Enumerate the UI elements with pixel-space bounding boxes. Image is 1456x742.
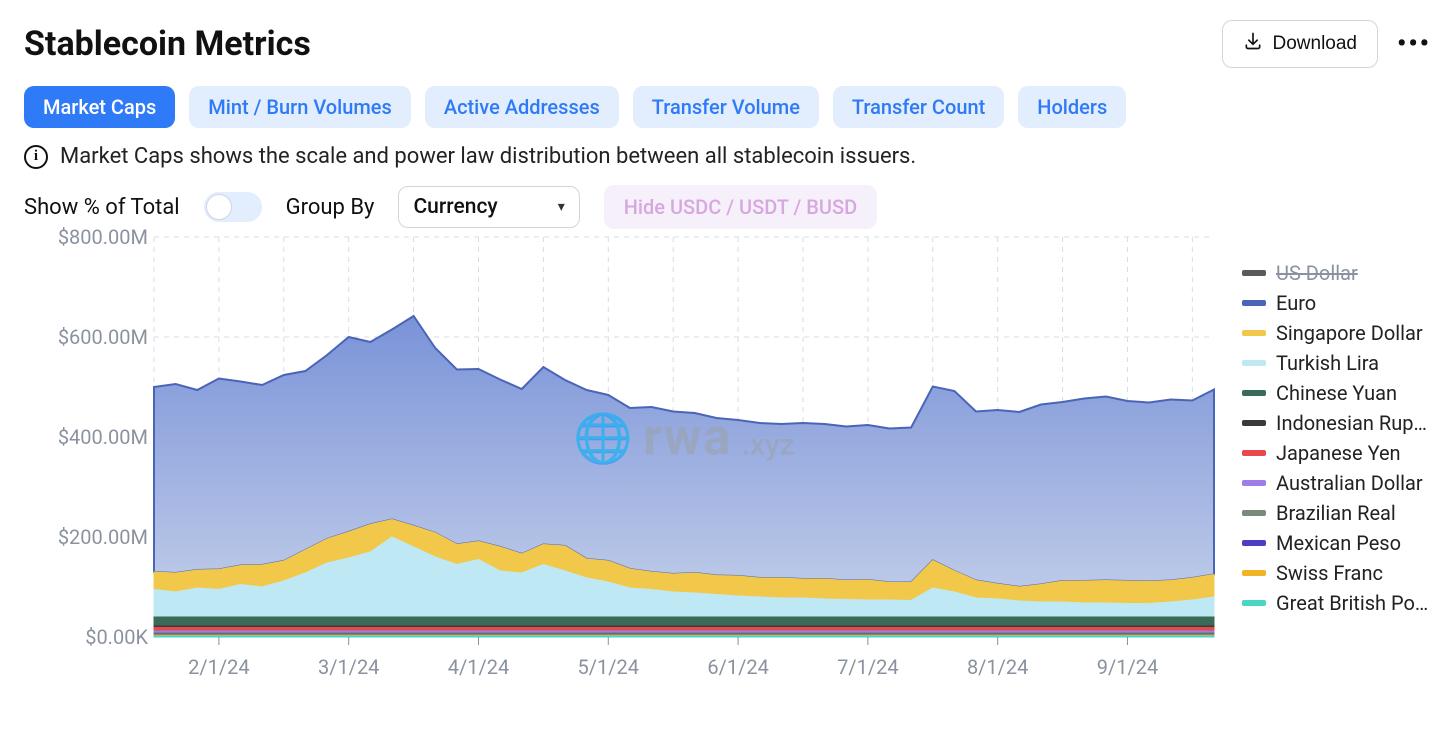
legend-label: Singapore Dollar [1276, 321, 1423, 345]
chevron-down-icon: ▾ [558, 199, 565, 215]
legend-swatch [1242, 450, 1266, 456]
series-chinese-yuan [154, 617, 1214, 626]
toggle-knob [206, 194, 232, 220]
legend-label: Mexican Peso [1276, 531, 1401, 555]
x-axis-label: 7/1/24 [837, 655, 898, 679]
metric-tabs: Market Caps Mint / Burn Volumes Active Add… [24, 86, 1432, 128]
stacked-area-chart [154, 237, 1214, 647]
legend-label: Brazilian Real [1276, 501, 1396, 525]
series-japanese-yen [154, 628, 1214, 632]
hide-major-button[interactable]: Hide USDC / USDT / BUSD [604, 185, 877, 229]
download-icon [1243, 31, 1263, 57]
legend-item-us-dollar[interactable]: US Dollar [1242, 261, 1428, 285]
group-by-select[interactable]: Currency ▾ [398, 186, 579, 228]
legend-swatch [1242, 570, 1266, 576]
y-axis-label: $800.00M [18, 225, 148, 249]
legend-swatch [1242, 270, 1266, 276]
x-axis-label: 9/1/24 [1097, 655, 1158, 679]
tab-active-addresses[interactable]: Active Addresses [425, 86, 619, 128]
legend-swatch [1242, 360, 1266, 366]
legend-item-australian-dollar[interactable]: Australian Dollar [1242, 471, 1428, 495]
x-axis-label: 5/1/24 [578, 655, 639, 679]
chart-legend: US Dollar Euro Singapore Dollar Turkish Lir… [1242, 237, 1428, 621]
legend-label: US Dollar [1276, 261, 1358, 285]
x-axis-label: 8/1/24 [967, 655, 1028, 679]
download-button[interactable]: Download [1222, 20, 1379, 68]
tab-transfer-count[interactable]: Transfer Count [833, 86, 1004, 128]
legend-swatch [1242, 600, 1266, 606]
tab-holders[interactable]: Holders [1018, 86, 1126, 128]
tab-market-caps[interactable]: Market Caps [24, 86, 175, 128]
description-text: Market Caps shows the scale and power la… [60, 144, 916, 169]
group-by-value: Currency [413, 195, 497, 219]
legend-swatch [1242, 420, 1266, 426]
legend-label: Chinese Yuan [1276, 381, 1397, 405]
legend-item-euro[interactable]: Euro [1242, 291, 1428, 315]
legend-label: Indonesian Rup… [1276, 411, 1427, 435]
legend-item-chinese-yuan[interactable]: Chinese Yuan [1242, 381, 1428, 405]
legend-label: Swiss Franc [1276, 561, 1383, 585]
legend-item-turkish-lira[interactable]: Turkish Lira [1242, 351, 1428, 375]
legend-swatch [1242, 480, 1266, 486]
page-title: Stablecoin Metrics [24, 24, 311, 64]
show-pct-label: Show % of Total [24, 195, 180, 220]
legend-item-indonesian-rup-[interactable]: Indonesian Rup… [1242, 411, 1428, 435]
x-axis-label: 3/1/24 [318, 655, 379, 679]
legend-label: Australian Dollar [1276, 471, 1423, 495]
group-by-label: Group By [286, 195, 375, 220]
legend-label: Turkish Lira [1276, 351, 1379, 375]
legend-item-singapore-dollar[interactable]: Singapore Dollar [1242, 321, 1428, 345]
legend-item-japanese-yen[interactable]: Japanese Yen [1242, 441, 1428, 465]
legend-item-mexican-peso[interactable]: Mexican Peso [1242, 531, 1428, 555]
legend-label: Great British Po… [1276, 591, 1428, 615]
legend-swatch [1242, 330, 1266, 336]
x-axis-label: 6/1/24 [707, 655, 768, 679]
legend-swatch [1242, 510, 1266, 516]
y-axis-label: $400.00M [18, 425, 148, 449]
download-label: Download [1273, 33, 1358, 55]
legend-swatch [1242, 300, 1266, 306]
legend-item-swiss-franc[interactable]: Swiss Franc [1242, 561, 1428, 585]
show-pct-toggle[interactable] [204, 192, 262, 222]
y-axis-label: $200.00M [18, 525, 148, 549]
chart-area: $0.00K$200.00M$400.00M$600.00M$800.00M 🌐… [24, 237, 1214, 677]
y-axis-label: $0.00K [18, 625, 148, 649]
legend-label: Euro [1276, 291, 1316, 315]
tab-mint-burn-volumes[interactable]: Mint / Burn Volumes [189, 86, 411, 128]
legend-swatch [1242, 390, 1266, 396]
legend-label: Japanese Yen [1276, 441, 1401, 465]
legend-item-brazilian-real[interactable]: Brazilian Real [1242, 501, 1428, 525]
legend-swatch [1242, 540, 1266, 546]
tab-transfer-volume[interactable]: Transfer Volume [633, 86, 819, 128]
x-axis-label: 2/1/24 [188, 655, 249, 679]
legend-item-great-british-po-[interactable]: Great British Po… [1242, 591, 1428, 615]
info-icon: i [24, 145, 48, 169]
x-axis-label: 4/1/24 [448, 655, 509, 679]
y-axis-label: $600.00M [18, 325, 148, 349]
more-menu-button[interactable]: ••• [1396, 26, 1432, 62]
